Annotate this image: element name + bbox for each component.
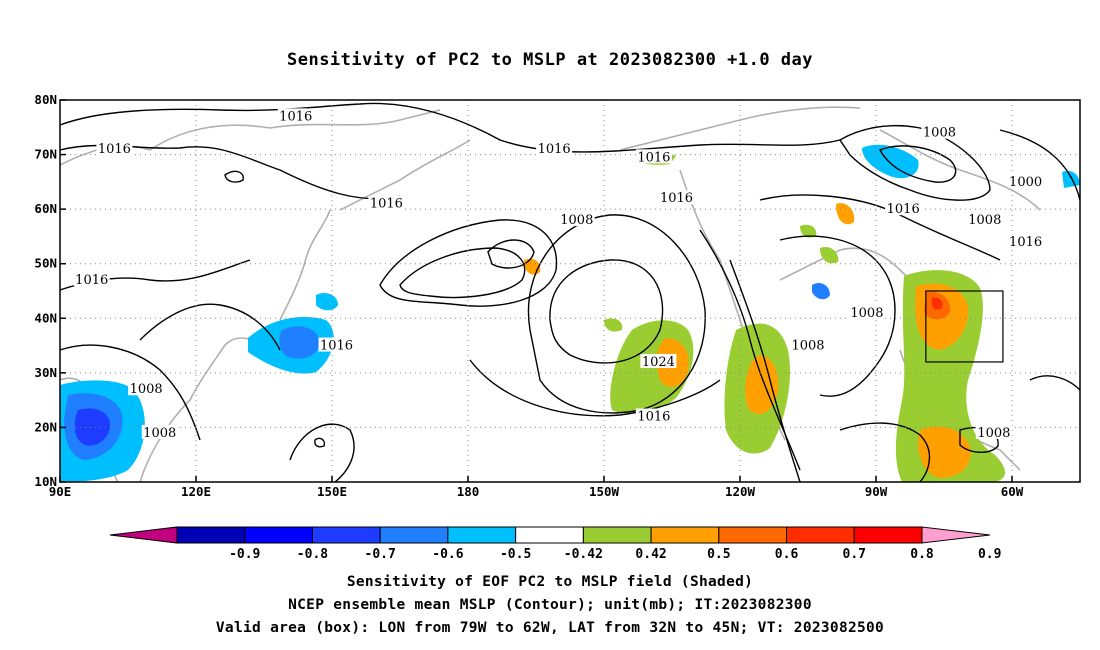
lat-tick-label: 70N	[34, 147, 57, 162]
colorbar-swatch	[447, 526, 517, 544]
valid-area-box	[925, 290, 1004, 363]
lon-tick-label: 120E	[181, 484, 211, 499]
colorbar-swatch	[244, 526, 313, 544]
contour-label: 1008	[143, 426, 176, 441]
contour-label: 1008	[130, 382, 163, 397]
plot-frame	[59, 99, 1081, 483]
colorbar-label: 0.5	[707, 547, 730, 562]
lon-tick-label: 90W	[865, 484, 888, 499]
contour-label: 1016	[660, 191, 693, 206]
contour-label-bg	[368, 195, 405, 210]
contour-label-bg	[658, 190, 695, 205]
lat-tick-label: 50N	[34, 256, 57, 271]
colorbar-low-arrow	[109, 526, 178, 544]
contour-label-bg	[96, 141, 133, 156]
contour-label: 1016	[370, 197, 403, 212]
contour-label: 1008	[791, 339, 824, 354]
contour-label-bg	[635, 149, 672, 164]
lon-tick-label: 60W	[1001, 484, 1024, 499]
lon-tick-label: 120W	[725, 484, 756, 499]
contour-label: 1016	[320, 339, 353, 354]
contour-label-bg	[128, 381, 165, 396]
contour-label-bg	[1007, 233, 1044, 248]
lat-tick-label: 60N	[34, 201, 57, 216]
contour-label: 1008	[923, 126, 956, 141]
contour-label: 1016	[98, 142, 131, 157]
contour-label: 1024	[642, 355, 675, 370]
colorbar-swatch	[650, 526, 720, 544]
colorbar-swatch	[582, 526, 652, 544]
contour-label: 1016	[887, 202, 920, 217]
caption-shaded: Sensitivity of EOF PC2 to MSLP field (Sh…	[346, 574, 754, 590]
latitude-ticks: 80N 70N 60N 50N 40N 30N 20N 10N	[34, 92, 66, 489]
grid-lines	[60, 100, 1080, 482]
caption-valid-area: Valid area (box): LON from 79W to 62W, L…	[215, 620, 885, 636]
colorbar-label: 0.8	[910, 547, 934, 562]
lon-tick-label: 180	[457, 484, 480, 499]
colorbar-swatch	[853, 526, 923, 544]
colorbar-swatch	[718, 526, 788, 544]
contour-label-bg	[73, 272, 110, 287]
contour-label-bg	[790, 337, 826, 352]
contour-label-bg	[848, 304, 885, 319]
contour-label-bg	[975, 424, 1012, 439]
contour-label: 1008	[560, 213, 593, 228]
colorbar-swatch	[176, 526, 246, 544]
contour-label: 1016	[538, 142, 571, 157]
contour-label: 1016	[279, 109, 312, 124]
colorbar-label: 0.7	[843, 547, 866, 562]
contour-label: 1016	[1009, 235, 1042, 250]
colorbar-swatch	[379, 526, 449, 544]
contour-label-bg	[921, 124, 958, 139]
contour-label: 1008	[977, 426, 1010, 441]
lat-tick-label: 40N	[34, 310, 57, 325]
contour-label-bg	[640, 353, 677, 368]
contour-label: 1016	[75, 273, 108, 288]
lat-tick-label: 10N	[34, 474, 57, 489]
contour-label: 1000	[1009, 175, 1042, 190]
colorbar-label: -0.5	[500, 547, 531, 562]
colorbar-label: -0.8	[297, 547, 328, 562]
colorbar-swatch	[311, 526, 381, 544]
colorbar-swatch	[515, 526, 584, 544]
longitude-ticks: 90E 120E 150E 180 150W 120W 90W 60W	[49, 476, 1024, 499]
contour-label-bg	[558, 212, 595, 227]
contour-labels: 1016 1016 1016 1016 1016 1008 1016 1008 1000 1016…	[73, 108, 1044, 441]
colorbar-label: 0.6	[775, 547, 799, 562]
contour-label-bg	[141, 424, 178, 439]
contour-label: 1008	[850, 306, 883, 321]
colorbar-label: 0.9	[978, 547, 1001, 562]
lat-tick-label: 20N	[34, 419, 57, 434]
caption-contour: NCEP ensemble mean MSLP (Contour); unit(…	[288, 597, 812, 613]
lon-tick-label: 150E	[317, 484, 347, 499]
contour-label: 1016	[637, 150, 670, 165]
shaded-sensitivity	[60, 144, 1080, 482]
colorbar-label: -0.6	[432, 547, 463, 562]
lat-tick-label: 30N	[34, 365, 57, 380]
contour-label: 1016	[637, 410, 670, 425]
colorbar-label: 0.42	[635, 547, 666, 562]
colorbar: -0.9 -0.8 -0.7 -0.6 -0.5 -0.42 0.42 0.5 0.6 0.7 0.…	[109, 526, 1001, 562]
contour-label-bg	[277, 108, 314, 123]
colorbar-swatch	[786, 526, 855, 544]
lat-tick-label: 80N	[34, 92, 57, 107]
colorbar-label: -0.9	[229, 547, 260, 562]
plot-area: 1016 1016 1016 1016 1016 1008 1016 1008 1000 1016…	[60, 100, 1080, 482]
colorbar-label: -0.7	[365, 547, 396, 562]
contour-label-bg	[318, 337, 355, 352]
contour-label-bg	[885, 201, 922, 216]
colorbar-high-arrow	[921, 526, 991, 544]
contour-label-bg	[1007, 173, 1044, 188]
contour-label: 1008	[968, 213, 1001, 228]
lon-tick-label: 150W	[589, 484, 620, 499]
contour-label-bg	[635, 408, 672, 423]
contour-label-bg	[536, 141, 573, 156]
lon-tick-label: 90E	[49, 484, 72, 499]
colorbar-label: -0.42	[564, 547, 603, 562]
map-title: Sensitivity of PC2 to MSLP at 2023082300…	[286, 50, 813, 70]
contour-label-bg	[966, 212, 1003, 227]
